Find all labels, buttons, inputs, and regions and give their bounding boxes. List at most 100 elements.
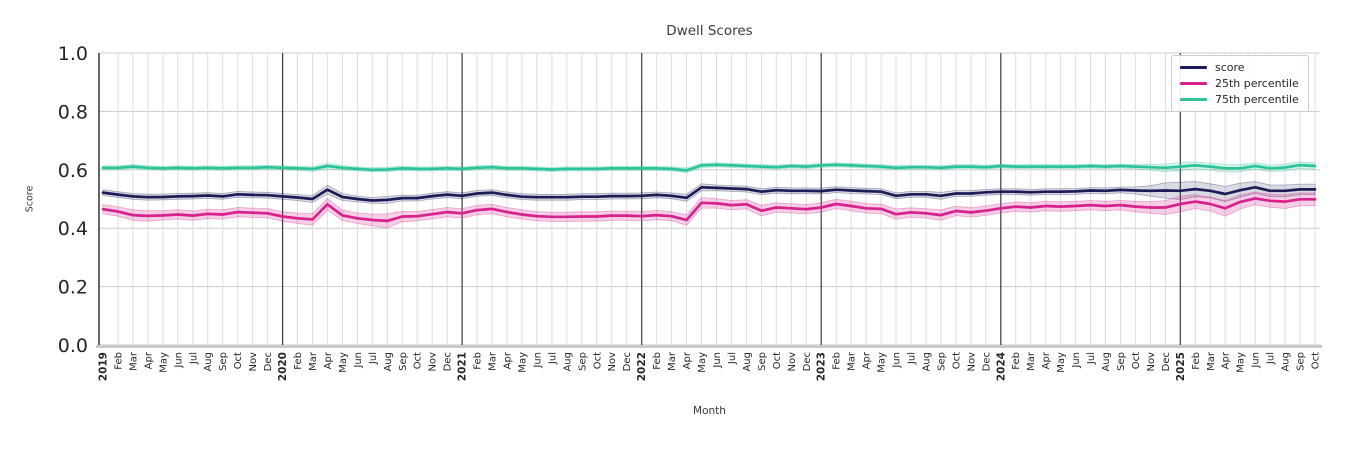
- legend-item: score: [1180, 61, 1299, 74]
- x-tick-label-month: May: [1236, 352, 1247, 373]
- x-tick-label-month: Apr: [323, 351, 334, 369]
- x-tick-label-month: Nov: [607, 352, 618, 372]
- series-line-75th-percentile: [101, 163, 1317, 172]
- x-tick-label-year: 2022: [636, 352, 648, 381]
- x-tick-label-month: Jul: [1266, 352, 1277, 365]
- x-tick-label-month: Oct: [592, 352, 603, 369]
- y-tick-label: 0.6: [58, 160, 88, 182]
- x-tick-label-month: Feb: [114, 352, 125, 370]
- legend-swatch-25th-percentile: [1180, 82, 1207, 85]
- y-tick-label: 0.4: [58, 218, 88, 240]
- x-tick-label-month: Feb: [652, 352, 663, 370]
- x-tick-label-month: Jul: [547, 352, 558, 365]
- x-tick-label-month: May: [697, 352, 708, 373]
- x-tick-label-month: Nov: [248, 352, 259, 372]
- x-tick-label-month: Mar: [1026, 351, 1037, 371]
- y-axis-label: Score: [24, 185, 36, 213]
- x-tick-label-month: Oct: [233, 352, 244, 369]
- x-tick-label-month: Jul: [727, 352, 738, 365]
- x-tick-label-month: Apr: [1041, 351, 1052, 369]
- x-tick-label-month: Mar: [128, 351, 139, 371]
- y-tick-label: 1.0: [58, 43, 88, 65]
- x-tick-label-month: May: [158, 352, 169, 373]
- x-tick-label-month: May: [518, 352, 529, 373]
- x-tick-label-month: Dec: [981, 352, 992, 371]
- x-tick-label-month: Apr: [1221, 351, 1232, 369]
- x-tick-label-year: 2019: [98, 352, 110, 381]
- legend: score 25th percentile 75th percentile: [1171, 55, 1309, 112]
- x-tick-label-month: Oct: [1311, 352, 1322, 369]
- x-tick-label-month: Apr: [862, 351, 873, 369]
- x-tick-label-month: Mar: [847, 351, 858, 371]
- x-tick-label-month: Jun: [892, 352, 903, 369]
- series-line-25th-percentile: [101, 197, 1317, 223]
- x-tick-label-month: Oct: [951, 352, 962, 369]
- x-tick-label-month: Aug: [742, 352, 753, 372]
- x-tick-label-month: Aug: [203, 352, 214, 372]
- chart-title: Dwell Scores: [666, 23, 753, 39]
- x-tick-label-month: Dec: [802, 352, 813, 371]
- x-tick-label-month: Apr: [143, 351, 154, 369]
- x-tick-label-month: Sep: [936, 352, 947, 371]
- x-tick-label-month: Aug: [1101, 352, 1112, 372]
- x-tick-label-month: May: [1056, 352, 1067, 373]
- y-tick-label: 0.0: [58, 335, 88, 357]
- x-tick-label-month: Feb: [473, 352, 484, 370]
- x-tick-label-month: Sep: [398, 352, 409, 371]
- x-tick-label-month: Feb: [293, 352, 304, 370]
- x-tick-label-month: Sep: [1116, 352, 1127, 371]
- x-tick-label-month: Jul: [188, 352, 199, 365]
- x-tick-label-month: Jul: [1086, 352, 1097, 365]
- x-tick-label-month: Jun: [173, 352, 184, 369]
- x-tick-label-month: Nov: [787, 352, 798, 372]
- x-tick-label-month: Mar: [308, 351, 319, 371]
- x-axis-label: Month: [693, 405, 726, 417]
- x-tick-label-month: Aug: [562, 352, 573, 372]
- x-tick-label-month: Aug: [922, 352, 933, 372]
- x-tick-label-month: May: [338, 352, 349, 373]
- x-tick-label-year: 2021: [457, 352, 469, 381]
- x-tick-label-month: Sep: [577, 352, 588, 371]
- x-tick-label-month: Mar: [488, 351, 499, 371]
- x-tick-label-year: 2023: [816, 352, 828, 381]
- x-tick-label-year: 2020: [277, 352, 289, 381]
- x-tick-label-month: Jun: [532, 352, 543, 369]
- legend-item: 25th percentile: [1180, 77, 1299, 90]
- x-tick-label-month: Sep: [757, 352, 768, 371]
- legend-swatch-75th-percentile: [1180, 98, 1207, 101]
- x-tick-label-month: Apr: [682, 351, 693, 369]
- y-tick-label: 0.8: [58, 101, 88, 123]
- x-tick-label-month: Nov: [428, 352, 439, 372]
- x-tick-label-month: Jun: [1071, 352, 1082, 369]
- x-tick-label-month: Sep: [1296, 352, 1307, 371]
- x-tick-label-month: Jun: [353, 352, 364, 369]
- x-tick-label-month: Mar: [667, 351, 678, 371]
- x-tick-label-month: Dec: [622, 352, 633, 371]
- series-line-score: [101, 185, 1317, 202]
- series-band-75th-percentile: [102, 161, 1316, 174]
- x-tick-label-month: Oct: [413, 352, 424, 369]
- x-tick-label-month: Dec: [263, 352, 274, 371]
- x-tick-label-month: Aug: [1281, 352, 1292, 372]
- x-tick-label-month: Dec: [443, 352, 454, 371]
- x-tick-label-month: Sep: [218, 352, 229, 371]
- x-tick-label-month: Jul: [907, 352, 918, 365]
- y-tick-label: 0.2: [58, 277, 88, 299]
- x-tick-label-month: Oct: [772, 352, 783, 369]
- legend-swatch-score: [1180, 66, 1207, 69]
- legend-label: 25th percentile: [1215, 77, 1299, 90]
- x-tick-label-month: Feb: [1191, 352, 1202, 370]
- x-tick-label-month: Apr: [503, 351, 514, 369]
- legend-label: 75th percentile: [1215, 93, 1299, 106]
- x-tick-label-month: Aug: [383, 352, 394, 372]
- x-tick-label-month: Feb: [1011, 352, 1022, 370]
- x-tick-label-month: Nov: [966, 352, 977, 372]
- legend-label: score: [1215, 61, 1245, 74]
- x-tick-label-year: 2025: [1175, 352, 1187, 381]
- x-tick-label-month: May: [877, 352, 888, 373]
- x-tick-label-month: Jun: [1251, 352, 1262, 369]
- x-tick-label-month: Mar: [1206, 351, 1217, 371]
- x-tick-label-month: Feb: [832, 352, 843, 370]
- x-tick-label-month: Nov: [1146, 352, 1157, 372]
